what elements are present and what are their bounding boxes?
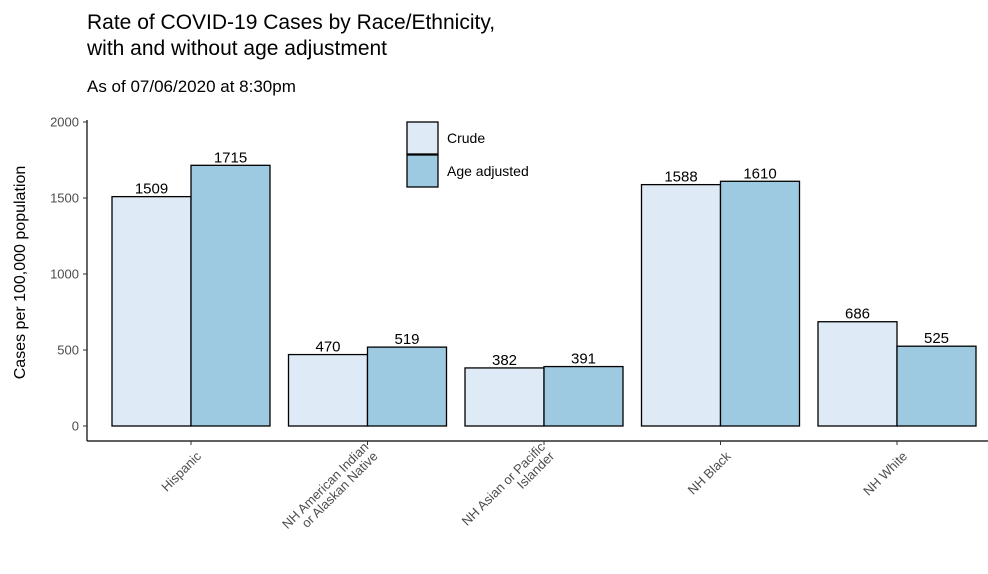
bar: [543, 365, 624, 427]
legend-key: [406, 121, 439, 155]
bar: [464, 367, 545, 427]
bar: [111, 195, 192, 427]
bar: [817, 321, 898, 427]
x-tick-label-line: NH American Indian: [279, 439, 371, 531]
y-tick-label: 500: [57, 343, 79, 358]
data-label: 525: [924, 330, 949, 347]
y-tick-label: 0: [72, 419, 79, 434]
data-label: 1715: [214, 149, 247, 166]
y-axis-label: Cases per 100,000 population: [12, 166, 29, 380]
chart-title: Rate of COVID-19 Cases by Race/Ethnicity…: [87, 11, 496, 60]
x-tick-label: NH Black: [685, 448, 734, 497]
x-tick-label-line: NH Black: [685, 448, 734, 497]
x-tick-label: NH White: [860, 449, 910, 499]
y-tick-label: 2000: [50, 115, 79, 130]
data-label: 1588: [664, 169, 697, 186]
bar: [190, 164, 271, 427]
bar: [896, 345, 977, 427]
chart-subtitle: As of 07/06/2020 at 8:30pm: [87, 77, 296, 96]
legend-label: Crude: [447, 130, 485, 146]
data-label: 519: [394, 331, 419, 348]
data-label: 1610: [743, 165, 776, 182]
bar: [366, 346, 448, 427]
bar: [287, 353, 369, 427]
x-tick-label-line: Hispanic: [158, 448, 204, 494]
x-tick-label: Hispanic: [158, 448, 204, 494]
bar: [719, 180, 801, 427]
bar: [640, 183, 722, 427]
y-tick-label: 1000: [50, 267, 79, 282]
legend-key: [406, 154, 439, 188]
data-label: 391: [571, 351, 596, 368]
data-label: 382: [492, 352, 517, 369]
x-tick-label: NH Asian or PacificIslander: [459, 439, 558, 538]
x-tick-label-line: NH Asian or Pacific: [459, 439, 549, 529]
data-label: 686: [845, 306, 870, 323]
data-label: 1509: [135, 181, 168, 198]
data-label: 470: [315, 339, 340, 356]
x-tick-label-line: NH White: [860, 449, 910, 499]
legend-label: Age adjusted: [447, 163, 529, 179]
x-tick-label: NH American Indianor Alaskan Native: [279, 439, 381, 541]
y-tick-label: 1500: [50, 191, 79, 206]
